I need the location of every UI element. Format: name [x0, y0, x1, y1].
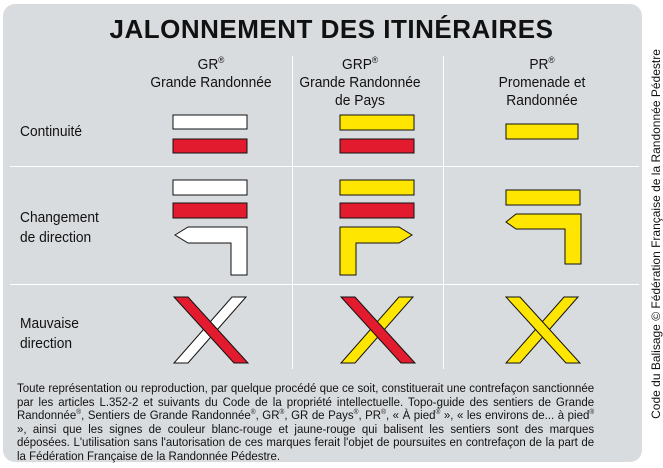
yellow-arrow-right — [339, 226, 413, 276]
red-bar — [172, 138, 248, 154]
gr-continuite-mark — [172, 114, 248, 154]
page-title: JALONNEMENT DES ITINÉRAIRES — [109, 14, 554, 44]
column-divider — [443, 56, 444, 369]
cross-red-arm — [172, 296, 250, 364]
gr-changement-mark — [172, 179, 248, 276]
column-header-grp: GRP® Grande Randonnée de Pays — [296, 56, 425, 110]
yellow-bar — [505, 189, 581, 206]
gr-mauvaise-mark — [172, 296, 250, 364]
row-divider — [10, 166, 639, 167]
row-label-mauvaise: Mauvaise direction — [20, 316, 79, 352]
red-bar — [339, 202, 415, 219]
white-bar — [172, 179, 248, 196]
column-name: Promenade et — [498, 74, 586, 91]
row-label-changement: Changement de direction — [20, 210, 99, 246]
column-divider — [292, 56, 293, 369]
column-header-pr: PR® Promenade et Randonnée — [478, 56, 607, 110]
cross-red-arm — [339, 296, 417, 364]
yellow-bar — [505, 123, 579, 140]
yellow-bar — [339, 179, 415, 196]
pr-changement-mark — [505, 189, 582, 265]
grp-changement-mark — [339, 179, 415, 276]
column-header-gr: GR® Grande Randonnée — [147, 56, 276, 92]
yellow-bar — [339, 114, 415, 131]
column-name: Grande Randonnée — [150, 74, 272, 91]
cross-yellow-arm-b — [504, 296, 582, 364]
white-bar — [172, 114, 248, 130]
row-label-continuite: Continuité — [20, 124, 83, 140]
column-name: de Pays — [335, 92, 385, 109]
copyright-side-text: Code du Balisage © Fédération Française … — [649, 49, 663, 419]
marking-panel — [3, 4, 642, 462]
legal-notice: Toute représentation ou reproduction, pa… — [17, 381, 595, 463]
pr-mauvaise-mark — [504, 296, 582, 364]
column-name: Grande Randonnée — [299, 74, 421, 91]
grp-mauvaise-mark — [339, 296, 417, 364]
row-divider — [10, 284, 639, 285]
grp-continuite-mark — [339, 114, 415, 154]
red-bar — [339, 138, 415, 154]
column-abbr: GRP® — [341, 55, 379, 74]
red-bar — [172, 202, 248, 219]
yellow-hook — [505, 213, 582, 265]
column-abbr: GR® — [197, 55, 225, 74]
pr-continuite-mark — [505, 123, 579, 140]
column-name: Randonnée — [506, 92, 578, 109]
column-abbr: PR® — [529, 55, 555, 74]
white-arrow-left — [174, 226, 248, 276]
